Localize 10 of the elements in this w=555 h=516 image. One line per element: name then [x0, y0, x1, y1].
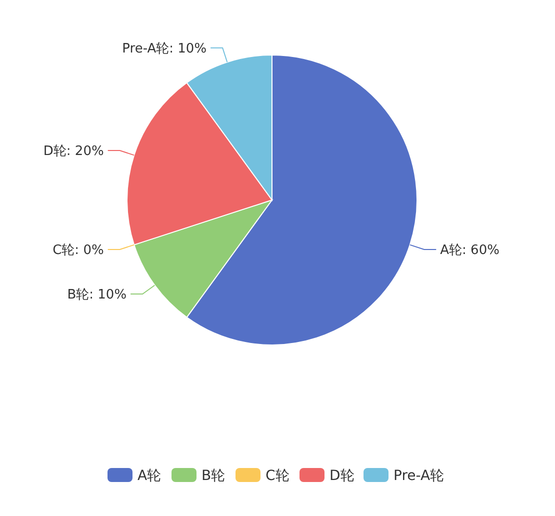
legend-label: C轮 — [266, 468, 290, 484]
data-label: D轮: 20% — [43, 144, 104, 160]
legend-label: Pre-A轮 — [394, 468, 444, 484]
legend-label: B轮 — [202, 468, 226, 484]
data-label: A轮: 60% — [440, 242, 500, 258]
data-label: B轮: 10% — [67, 288, 127, 303]
text: C轮: 0% — [52, 242, 104, 258]
legend-label: D轮 — [330, 468, 354, 484]
data-label: Pre-A轮: 10% — [122, 41, 207, 56]
legend-label: A轮 — [138, 468, 162, 484]
